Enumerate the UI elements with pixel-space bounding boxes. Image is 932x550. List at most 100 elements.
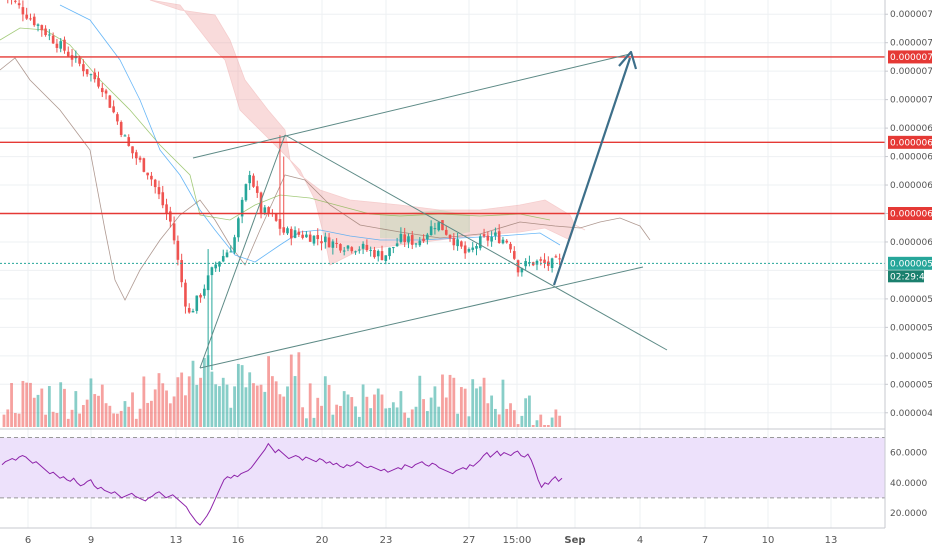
candle-body	[535, 260, 539, 265]
volume-bar	[104, 403, 108, 427]
volume-bar	[180, 372, 184, 427]
candle-body	[520, 268, 524, 273]
price-tick-label: 0.00000720	[890, 67, 932, 77]
candle-body	[452, 238, 456, 246]
volume-bar	[63, 388, 66, 427]
candle-body	[78, 57, 81, 64]
candle-body	[142, 158, 146, 172]
volume-bar	[365, 396, 369, 427]
candle-body	[433, 228, 437, 230]
volume-bar	[81, 405, 85, 427]
volume-bar	[199, 377, 202, 427]
volume-bar	[520, 415, 524, 427]
candle-body	[176, 240, 180, 260]
candle-body	[358, 249, 361, 251]
candle-body	[203, 288, 206, 296]
price-tick-label: 0.00000500	[890, 380, 932, 390]
volume-bar	[463, 388, 467, 427]
volume-bar	[210, 371, 214, 427]
volume-bar	[391, 402, 395, 427]
volume-bar	[482, 377, 486, 427]
candle-body	[180, 260, 183, 283]
volume-bar	[108, 405, 112, 427]
volume-bar	[116, 413, 119, 427]
volume-bar	[236, 363, 240, 427]
candle-body	[308, 234, 312, 242]
candle-body	[161, 192, 165, 206]
time-tick-label: 20	[316, 535, 329, 546]
candle-body	[89, 74, 93, 76]
volume-bar	[187, 376, 191, 427]
volume-bar	[123, 401, 127, 427]
volume-bar	[528, 395, 531, 427]
candle-body	[112, 106, 115, 113]
candle-body	[301, 234, 304, 238]
time-tick-label: 6	[25, 535, 31, 546]
volume-bar	[546, 425, 550, 427]
candle-body	[97, 77, 100, 87]
volume-bar	[380, 394, 384, 427]
price-tick-label: 0.00000680	[890, 124, 932, 134]
volume-bar	[153, 389, 157, 427]
volume-bar	[32, 397, 36, 427]
price-level-tag	[888, 207, 932, 220]
volume-bar	[422, 399, 425, 427]
volume-bar	[331, 414, 335, 427]
volume-bar	[327, 384, 331, 427]
volume-bar	[373, 394, 376, 427]
volume-bar	[70, 409, 74, 427]
current-price-label: 0.00000585	[890, 260, 932, 270]
trend-drawings	[192, 50, 668, 369]
candle-body	[14, 0, 17, 2]
price-levels: 0.00000730 0.00000670 0.00000620 0.00000585…	[0, 50, 932, 283]
volume-bar	[297, 352, 301, 427]
volume-bar	[263, 391, 267, 427]
volume-bar	[13, 412, 17, 427]
volume-bar	[531, 425, 535, 427]
volume-bar	[354, 406, 357, 427]
candle-body	[539, 259, 543, 261]
time-tick-label: 9	[88, 535, 94, 546]
candle-body	[392, 247, 395, 249]
candle-body	[221, 256, 225, 262]
candle-body	[407, 236, 410, 243]
volume-bar	[512, 410, 516, 427]
rsi-band	[0, 437, 885, 498]
candle-body	[335, 242, 338, 244]
volume-bar	[350, 397, 354, 427]
candle-body	[131, 146, 134, 154]
volume-bar	[509, 403, 512, 427]
candle-body	[157, 187, 161, 195]
candle-body	[278, 219, 282, 229]
candle-body	[509, 243, 512, 250]
candle-body	[259, 192, 263, 214]
candle-body	[289, 228, 293, 239]
ichimoku-cloud	[149, 0, 586, 266]
candle-body	[195, 295, 199, 311]
volume-bar	[497, 414, 501, 427]
price-tick-label: 0.00000560	[890, 295, 932, 305]
candle-body	[82, 64, 85, 72]
volume-bar	[456, 413, 459, 427]
candle-body	[426, 234, 429, 240]
volume-bar	[274, 381, 278, 427]
price-level-label: 0.00000730	[890, 53, 932, 63]
projection-arrow-head	[618, 50, 638, 70]
volume-bar	[505, 408, 509, 427]
candle-body	[501, 239, 505, 244]
projection-arrow-shaft	[552, 57, 632, 286]
candle-body	[384, 255, 388, 261]
volume-bar	[267, 356, 270, 427]
candle-body	[116, 114, 119, 122]
candle-body	[138, 157, 142, 160]
candle-body	[100, 88, 104, 93]
candle-body	[558, 258, 561, 260]
time-tick-label: 7	[702, 535, 708, 546]
volume-bar	[524, 398, 528, 427]
candle-body	[354, 251, 357, 253]
volume-bar	[85, 399, 89, 427]
candle-body	[399, 233, 403, 243]
volume-bar	[441, 374, 444, 427]
volume-bar	[286, 386, 289, 427]
